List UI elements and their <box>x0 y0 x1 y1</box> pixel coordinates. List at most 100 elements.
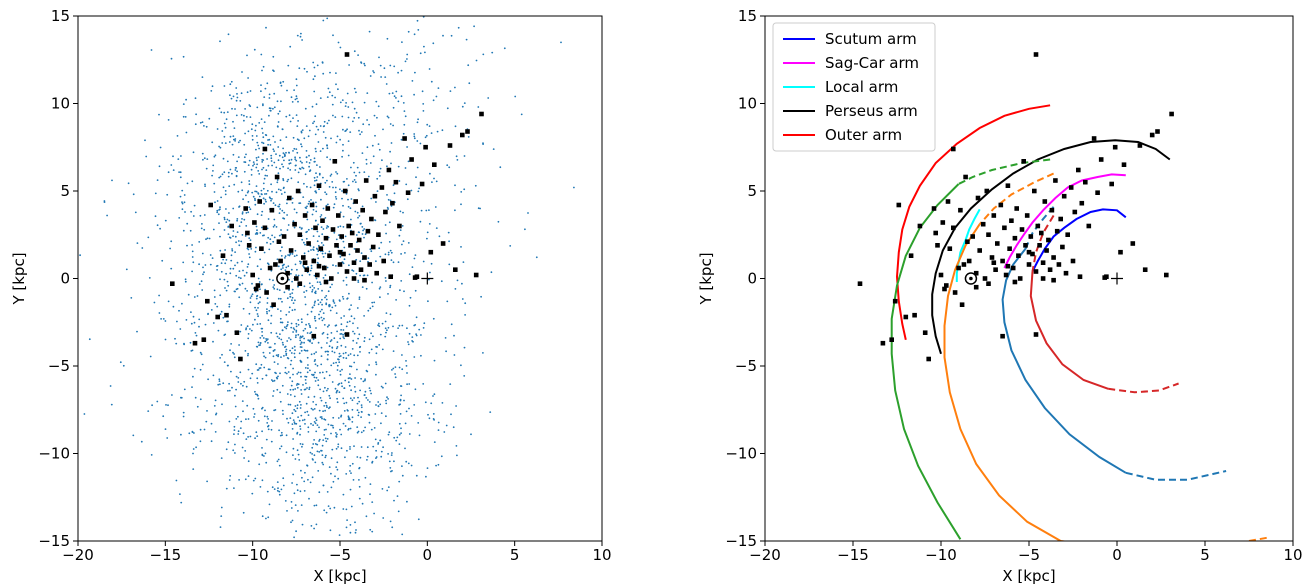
field-point <box>200 227 203 230</box>
field-point <box>347 116 350 119</box>
field-point <box>261 158 264 161</box>
source-marker <box>297 281 303 286</box>
field-point <box>194 123 197 126</box>
field-point <box>487 97 490 99</box>
field-point <box>299 262 302 265</box>
field-point <box>280 255 283 257</box>
field-point <box>327 353 329 356</box>
field-point <box>268 107 271 110</box>
field-point <box>300 143 302 146</box>
field-point <box>404 447 406 450</box>
field-point <box>290 158 293 161</box>
field-point <box>233 353 236 355</box>
field-point <box>413 135 416 138</box>
field-point <box>154 192 157 195</box>
field-point <box>225 259 228 261</box>
field-point <box>415 333 417 335</box>
field-point <box>424 136 427 139</box>
source-marker <box>1014 206 1019 211</box>
field-point <box>242 432 245 435</box>
field-point <box>186 182 189 185</box>
field-point <box>201 252 204 255</box>
field-point <box>268 309 271 312</box>
field-point <box>295 84 298 87</box>
field-point <box>227 389 229 392</box>
field-point <box>387 208 390 210</box>
source-marker <box>1121 162 1127 167</box>
field-point <box>192 261 195 264</box>
field-point <box>204 264 207 266</box>
field-point <box>353 317 356 320</box>
field-point <box>305 161 308 163</box>
field-point <box>303 291 305 293</box>
field-point <box>345 102 347 104</box>
field-point <box>388 431 391 434</box>
field-point <box>219 206 221 209</box>
field-point <box>227 175 230 178</box>
field-point <box>350 389 352 392</box>
field-point <box>244 350 247 352</box>
field-point <box>378 287 381 290</box>
field-point <box>389 150 391 153</box>
x-tick-label: 5 <box>1200 546 1210 564</box>
field-point <box>491 51 494 54</box>
field-point <box>201 363 204 366</box>
source-marker <box>973 270 979 276</box>
source-marker <box>1054 228 1060 234</box>
field-point <box>238 276 240 279</box>
field-point <box>260 53 263 56</box>
field-point <box>389 520 392 523</box>
field-point <box>270 183 272 186</box>
field-point <box>342 143 344 146</box>
field-point <box>282 80 285 83</box>
field-point <box>340 317 343 319</box>
field-point <box>360 252 363 255</box>
arm-curve-7 <box>1125 470 1227 481</box>
field-point <box>221 130 224 132</box>
source-marker <box>1083 179 1088 185</box>
field-point <box>236 219 239 222</box>
field-point <box>257 192 259 194</box>
field-point <box>314 300 316 303</box>
field-point <box>273 379 276 382</box>
field-point <box>461 282 463 285</box>
field-point <box>430 402 433 405</box>
field-point <box>398 324 401 327</box>
field-point <box>326 147 329 150</box>
field-point <box>514 95 517 98</box>
field-point <box>236 261 239 264</box>
field-point <box>235 241 238 244</box>
field-point <box>214 154 217 157</box>
field-point <box>216 200 219 202</box>
field-point <box>356 307 359 309</box>
field-point <box>267 236 270 239</box>
field-point <box>196 295 199 297</box>
field-point <box>232 351 234 354</box>
field-point <box>264 87 267 90</box>
field-point <box>320 242 323 244</box>
field-point <box>301 335 304 338</box>
source-marker <box>397 223 402 229</box>
field-point <box>247 333 250 335</box>
field-point <box>325 404 328 407</box>
field-point <box>402 132 405 135</box>
field-point <box>177 158 180 161</box>
field-point <box>268 114 270 117</box>
field-point <box>239 100 242 102</box>
x-tick-label: −10 <box>237 546 269 564</box>
field-point <box>249 90 252 92</box>
field-point <box>326 179 328 182</box>
field-point <box>259 337 262 339</box>
source-marker <box>360 207 365 213</box>
field-point <box>234 290 237 293</box>
field-point <box>391 526 394 529</box>
arm-curve-14 <box>1031 214 1055 272</box>
field-point <box>192 151 195 154</box>
field-point <box>272 107 274 110</box>
field-point <box>435 180 438 183</box>
field-point <box>263 415 266 418</box>
field-point <box>320 214 323 216</box>
field-point <box>281 341 284 344</box>
field-point <box>296 404 299 407</box>
field-point <box>345 276 348 279</box>
